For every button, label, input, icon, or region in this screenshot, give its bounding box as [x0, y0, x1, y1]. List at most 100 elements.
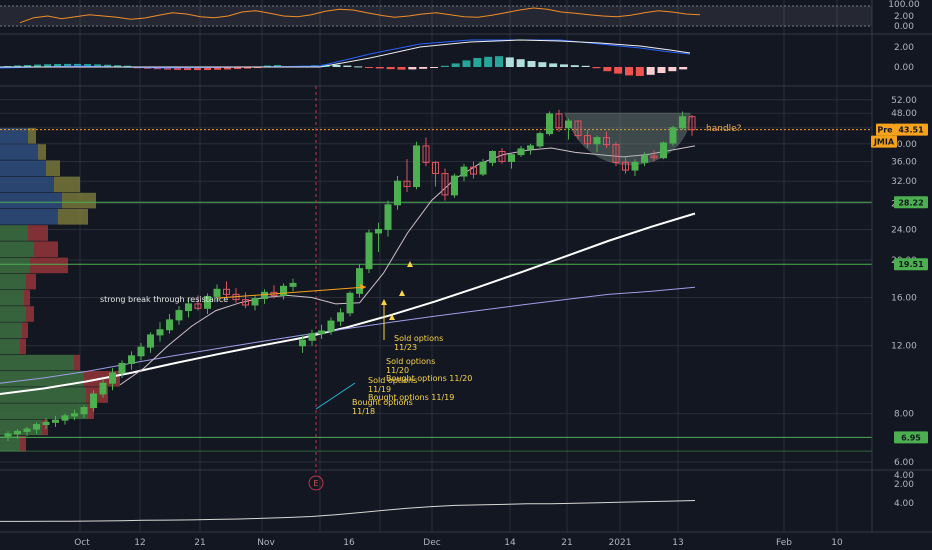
macd-histogram-bar: [462, 60, 471, 67]
price-axis-tick: 6.00: [894, 458, 914, 468]
macd-histogram-bar: [430, 67, 438, 68]
candle-body: [242, 299, 249, 306]
time-axis-tick: 21: [561, 538, 572, 548]
volume-profile-bar: [58, 209, 88, 225]
candle-body: [251, 298, 259, 306]
macd-histogram-bar: [668, 67, 677, 72]
macd-histogram-bar: [14, 65, 21, 67]
time-axis-tick: 21: [194, 538, 205, 548]
buy-arrow-marker: [407, 261, 413, 267]
annotation-sold-options: Sold options: [368, 376, 417, 385]
candle-body: [375, 228, 382, 234]
volume-profile-bar: [34, 241, 58, 257]
annotation-sold-options: Sold options: [394, 334, 443, 343]
macd-axis-tick: 0.00: [894, 63, 914, 73]
annotation-trend-line: [315, 382, 356, 410]
price-axis-tick: 16.00: [891, 293, 917, 303]
annotation-date: 11/18: [352, 407, 375, 416]
candle-body: [631, 161, 639, 171]
annotation-handle: handle?: [706, 124, 742, 134]
macd-histogram-bar: [570, 65, 579, 67]
candle-body: [574, 120, 582, 137]
time-axis-tick: 13: [672, 538, 683, 548]
volume-profile-bar: [54, 176, 80, 193]
macd-histogram-bar: [194, 67, 201, 71]
moving-average-line: [0, 286, 696, 384]
volume-profile-bar: [26, 306, 34, 322]
candle-body: [308, 333, 316, 341]
macd-histogram-bar: [625, 67, 633, 76]
price-axis-tick: 24.00: [891, 225, 917, 235]
price-badge-value: 19.51: [898, 260, 924, 269]
candle-body: [593, 137, 601, 145]
volume-profile-bar: [20, 435, 26, 452]
candle-body: [527, 145, 534, 150]
candle-body: [147, 334, 154, 348]
macd-histogram-bar: [174, 67, 181, 70]
volume-profile-bar: [38, 144, 46, 160]
macd-histogram-bar: [603, 67, 612, 72]
candle-body: [23, 428, 31, 432]
price-badge-value: 28.22: [898, 198, 923, 207]
volume-profile-bar: [0, 354, 74, 371]
candle-body: [299, 339, 306, 347]
annotation-date: 11/23: [394, 343, 417, 352]
volume-axis-tick: 4.00: [894, 471, 914, 481]
price-badge-label: Pre: [877, 126, 893, 135]
cup-pattern-shape: [564, 112, 691, 166]
macd-histogram-bar: [214, 67, 221, 70]
buy-arrow-marker: [399, 290, 405, 296]
macd-histogram-bar: [54, 64, 61, 67]
price-axis-tick: 8.00: [894, 410, 914, 420]
volume-profile-bar: [0, 128, 28, 144]
candle-body: [622, 161, 629, 171]
volume-profile-bar: [0, 290, 24, 306]
volume-profile-bar: [0, 435, 20, 452]
macd-histogram-bar: [74, 63, 81, 67]
volume-profile-bar: [74, 354, 80, 371]
macd-histogram-bar: [646, 67, 655, 75]
volume-axis-tick: 4.00: [894, 499, 914, 509]
candle-body: [555, 113, 563, 129]
time-axis-tick: 16: [343, 538, 355, 548]
macd-histogram-bar: [549, 63, 558, 67]
candle-body: [90, 393, 97, 409]
candle-body: [166, 319, 173, 331]
volume-axis-tick: 2.00: [894, 480, 914, 490]
time-axis-tick: 2021: [609, 538, 632, 548]
time-axis-tick: Oct: [74, 538, 90, 548]
time-axis-tick: 10: [831, 538, 843, 548]
candle-body: [584, 135, 591, 145]
moving-average-line: [119, 145, 696, 386]
candle-body: [204, 295, 211, 309]
macd-histogram-bar: [354, 66, 363, 68]
volume-profile-bar: [0, 403, 88, 419]
price-axis-tick: 32.00: [891, 177, 917, 187]
macd-histogram-bar: [24, 64, 31, 67]
macd-histogram-bar: [44, 64, 51, 67]
macd-histogram-bar: [440, 65, 449, 67]
volume-profile-bar: [26, 273, 36, 290]
candle-body: [80, 407, 88, 415]
candle-body: [337, 312, 344, 322]
symbol-badge-box: [871, 135, 897, 148]
candle-body: [460, 166, 468, 177]
annotation-bought-options: Bought options: [352, 398, 413, 407]
candle-body: [688, 116, 696, 131]
macd-histogram-bar: [635, 67, 644, 76]
volume-profile-bar: [0, 192, 62, 209]
candle-body: [394, 180, 401, 206]
macd-histogram-bar: [365, 67, 373, 68]
macd-histogram-bar: [581, 65, 590, 67]
candle-body: [71, 413, 78, 417]
price-badge-box: [894, 196, 928, 209]
candle-body: [470, 166, 477, 175]
macd-histogram-bar: [375, 67, 384, 69]
candle-body: [52, 419, 59, 423]
candle-body: [384, 204, 392, 230]
candle-body: [185, 303, 192, 312]
volume-profile-bar: [0, 257, 30, 274]
macd-histogram-bar: [560, 64, 568, 67]
annotation-sold-options: Sold options: [386, 357, 435, 366]
